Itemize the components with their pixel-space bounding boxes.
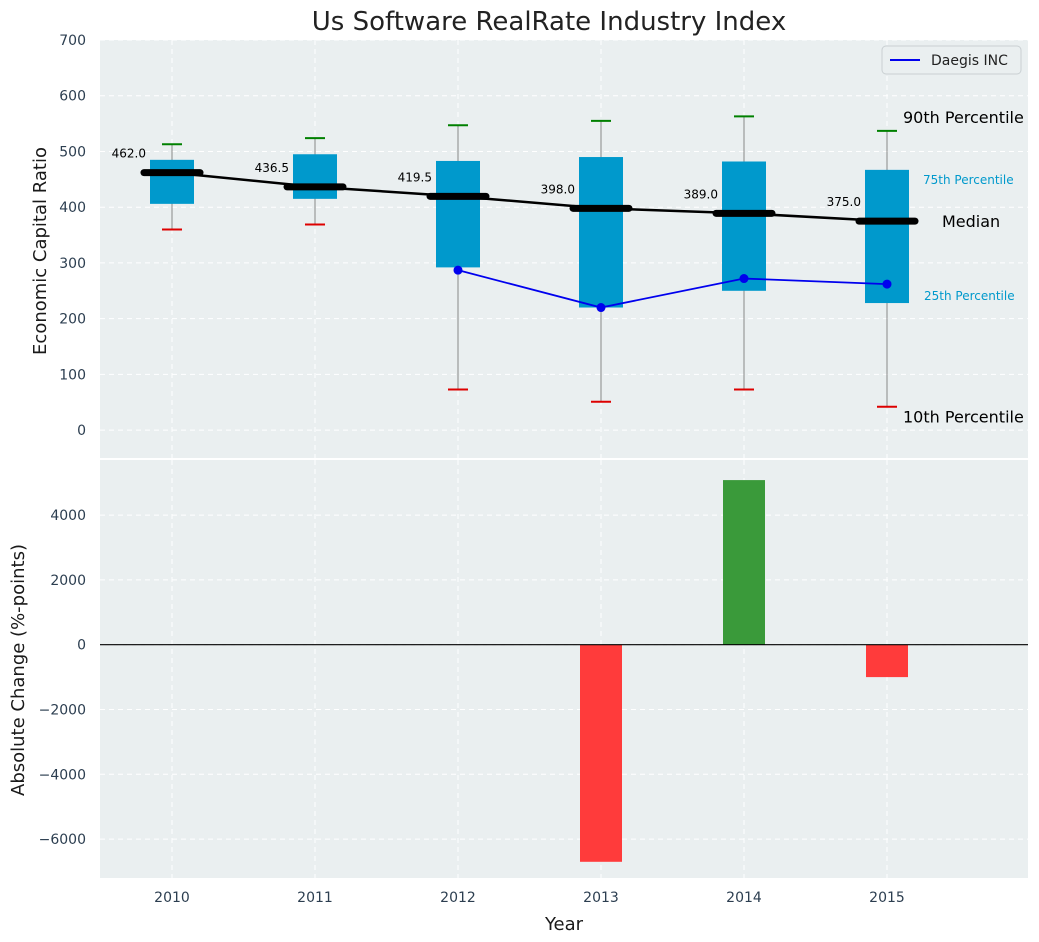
bottom-y-tick-label: −4000 [39, 767, 86, 783]
median-value-label: 436.5 [255, 161, 289, 175]
bottom-y-tick-label: 2000 [50, 573, 86, 589]
top-y-tick-label: 500 [59, 144, 86, 160]
legend-box [881, 45, 1022, 75]
change-bar [723, 480, 765, 645]
x-tick-label: 2013 [583, 890, 619, 906]
top-y-axis-label: Economic Capital Ratio [30, 147, 51, 355]
bottom-y-tick-label: 4000 [50, 508, 86, 524]
company-series-point [882, 279, 892, 289]
top-y-tick-label: 200 [59, 312, 86, 328]
x-tick-label: 2012 [440, 890, 476, 906]
iqr-box [293, 154, 337, 199]
x-tick-label: 2010 [154, 890, 190, 906]
top-y-tick-label: 600 [59, 89, 86, 105]
median-value-label: 398.0 [541, 182, 575, 196]
median-value-label: 462.0 [112, 147, 146, 161]
box-plot-panel: 0 100 200 300 400 500 600 700 462.0 436.5 419.5 398… [59, 33, 1028, 458]
x-axis-label: Year [544, 914, 584, 935]
bottom-y-axis-label: Absolute Change (%-points) [8, 544, 29, 796]
top-y-tick-label: 700 [59, 33, 86, 49]
p10-annotation: 10th Percentile [903, 408, 1024, 427]
iqr-box [150, 159, 194, 204]
x-tick-label: 2011 [297, 890, 333, 906]
iqr-box [436, 160, 480, 268]
change-bar-panel: −6000 −4000 −2000 0 2000 4000 2010 2011 2012 2013… [39, 458, 1028, 906]
top-y-tick-label: 100 [59, 367, 86, 383]
p75-annotation: 75th Percentile [923, 173, 1014, 187]
company-series-point [739, 274, 749, 284]
chart-title: Us Software RealRate Industry Index [312, 7, 786, 37]
iqr-box [722, 161, 766, 291]
bottom-y-tick-label: −2000 [39, 703, 86, 719]
legend-label: Daegis INC [931, 53, 1008, 69]
company-series-line [457, 269, 888, 309]
p25-annotation: 25th Percentile [924, 289, 1015, 303]
bottom-y-tick-label: −6000 [39, 832, 86, 848]
median-value-label: 375.0 [827, 195, 861, 209]
change-bar [580, 644, 622, 862]
top-y-tick-label: 400 [59, 200, 86, 216]
top-y-tick-label: 0 [77, 423, 86, 439]
legend: Daegis INC [881, 45, 1022, 75]
p90-annotation: 90th Percentile [903, 108, 1024, 127]
company-series-point [453, 265, 463, 275]
median-value-label: 389.0 [684, 187, 718, 201]
change-bar [866, 644, 908, 678]
bottom-y-tick-label: 0 [77, 638, 86, 654]
top-y-tick-label: 300 [59, 256, 86, 272]
x-tick-label: 2014 [726, 890, 762, 906]
iqr-box [579, 157, 623, 308]
company-series-point [596, 303, 606, 313]
median-value-label: 419.5 [398, 170, 432, 184]
x-tick-label: 2015 [869, 890, 905, 906]
median-annotation: Median [942, 212, 1000, 231]
